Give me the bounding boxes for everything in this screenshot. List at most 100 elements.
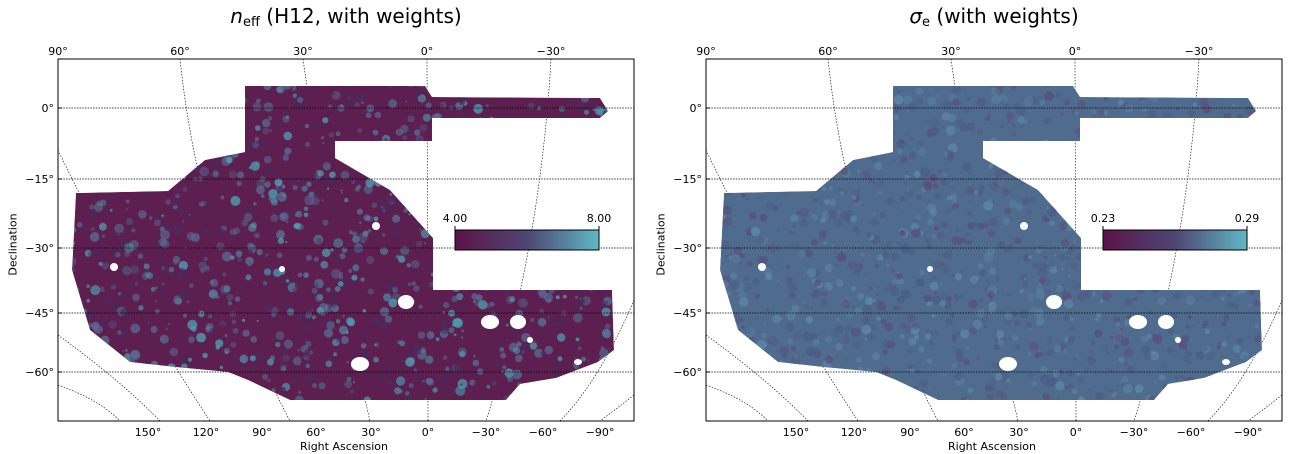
panel1-texture-blob — [252, 399, 259, 400]
panel2-texture-blob — [1162, 190, 1166, 194]
panel1-texture-blob — [400, 246, 410, 256]
panel2-texture-blob — [904, 131, 910, 137]
panel2-texture-blob — [899, 138, 905, 144]
panel2-texture-blob — [722, 205, 732, 216]
panel1-texture-blob — [426, 215, 434, 224]
panel2-texture-blob — [745, 390, 750, 395]
panel1-texture-blob — [97, 371, 106, 379]
panel1-texture-blob — [150, 325, 158, 334]
panel2-texture-blob — [1104, 156, 1115, 167]
panel1-texture-blob — [178, 267, 186, 275]
panel2-texture-blob — [1073, 209, 1081, 217]
panel2-texture-blob — [1236, 369, 1241, 374]
panel2-texture-blob — [1185, 358, 1192, 365]
panel2-texture-blob — [1029, 196, 1037, 204]
panel1-texture-blob — [591, 148, 598, 155]
panel2-texture-blob — [786, 112, 795, 121]
panel2-texture-blob — [729, 253, 733, 256]
panel2-texture-blob — [1205, 167, 1212, 174]
panel1-texture-blob — [263, 268, 272, 276]
panel2-texture-blob — [1254, 400, 1256, 402]
panel1-texture-blob — [72, 383, 73, 387]
panel2-texture-blob — [1207, 372, 1212, 377]
panel2-texture-blob — [926, 301, 932, 307]
panel2-texture-blob — [1074, 279, 1077, 282]
panel2-texture-blob — [886, 340, 896, 349]
panel2-texture-blob — [1185, 86, 1194, 93]
panel2-texture-blob — [899, 229, 907, 238]
panel1-texture-blob — [441, 270, 449, 278]
panel1-masked-hole — [481, 315, 499, 329]
panel1-texture-blob — [308, 224, 312, 228]
panel2-texture-blob — [1090, 281, 1096, 287]
panel2-texture-blob — [892, 157, 897, 162]
panel2-texture-blob — [1150, 314, 1153, 317]
panel2-texture-blob — [1213, 218, 1220, 225]
panel1-texture-blob — [166, 97, 177, 108]
panel1-texture-blob — [503, 395, 511, 400]
panel1-texture-blob — [73, 202, 78, 207]
panel1-texture-blob — [96, 200, 102, 206]
panel2-texture-blob — [1104, 387, 1109, 392]
panel1-texture-blob — [609, 285, 614, 293]
panel2-texture-blob — [781, 385, 786, 390]
panel2-texture-blob — [1217, 157, 1228, 168]
panel2-texture-blob — [912, 386, 920, 394]
panel2-texture-blob — [790, 86, 797, 91]
panel1-texture-blob — [107, 144, 115, 153]
panel2-texture-blob — [1089, 238, 1098, 247]
panel1-texture-blob — [157, 215, 163, 221]
panel2-texture-blob — [924, 333, 932, 340]
panel2-texture-blob — [811, 239, 818, 246]
panel2-texture-blob — [756, 365, 759, 368]
panel1-texture-blob — [156, 386, 164, 394]
panel1-masked-hole — [110, 263, 118, 271]
panel2-texture-blob — [1160, 208, 1169, 218]
panel1-texture-blob — [489, 301, 495, 307]
panel2-texture-blob — [845, 134, 848, 137]
panel2-texture-blob — [773, 187, 777, 191]
panel2-texture-blob — [1106, 117, 1114, 124]
panel2-texture-blob — [792, 221, 796, 225]
panel2-texture-blob — [730, 272, 738, 280]
panel2-texture-blob — [1265, 359, 1268, 362]
panel2-texture-blob — [907, 394, 910, 398]
panel1-texture-blob — [573, 207, 583, 216]
panel1-masked-hole — [574, 359, 582, 365]
panel1-texture-blob — [255, 351, 265, 362]
panel1-texture-blob — [419, 228, 423, 232]
panel2-texture-blob — [841, 123, 845, 128]
panel1-texture-blob — [144, 129, 149, 134]
panel2-texture-blob — [1016, 106, 1026, 116]
panel1-texture-blob — [287, 308, 295, 316]
panel1-texture-blob — [445, 366, 450, 371]
panel1-texture-blob — [269, 129, 272, 132]
panel2-texture-blob — [1123, 184, 1129, 190]
panel2-bottom-tick-label-7: −60° — [1177, 426, 1206, 439]
panel2-texture-blob — [873, 161, 883, 171]
panel1-texture-blob — [576, 102, 585, 111]
panel2-texture-blob — [976, 222, 985, 230]
panel1-texture-blob — [586, 280, 597, 291]
panel1-texture-blob — [292, 93, 297, 98]
panel2-texture-blob — [1067, 141, 1072, 146]
panel2-texture-blob — [1067, 338, 1074, 345]
panel2-texture-blob — [1012, 159, 1016, 164]
panel2-texture-blob — [1114, 158, 1117, 161]
panel2-texture-blob — [1084, 276, 1091, 283]
panel2-texture-blob — [838, 210, 841, 214]
panel2-texture-blob — [1118, 356, 1124, 363]
panel1-texture-blob — [316, 238, 322, 245]
panel1-texture-blob — [102, 234, 105, 238]
panel1-texture-blob — [473, 103, 484, 114]
panel2-texture-blob — [794, 287, 798, 291]
panel1-texture-blob — [73, 305, 78, 309]
panel2-texture-blob — [1253, 299, 1261, 307]
panel1-masked-hole — [510, 315, 526, 329]
panel1-texture-blob — [224, 334, 228, 338]
panel1-texture-blob — [527, 88, 536, 97]
panel2-texture-blob — [924, 295, 932, 303]
panel2-texture-blob — [1097, 143, 1101, 147]
panel1-texture-blob — [606, 129, 614, 138]
panel1-texture-blob — [452, 273, 463, 283]
